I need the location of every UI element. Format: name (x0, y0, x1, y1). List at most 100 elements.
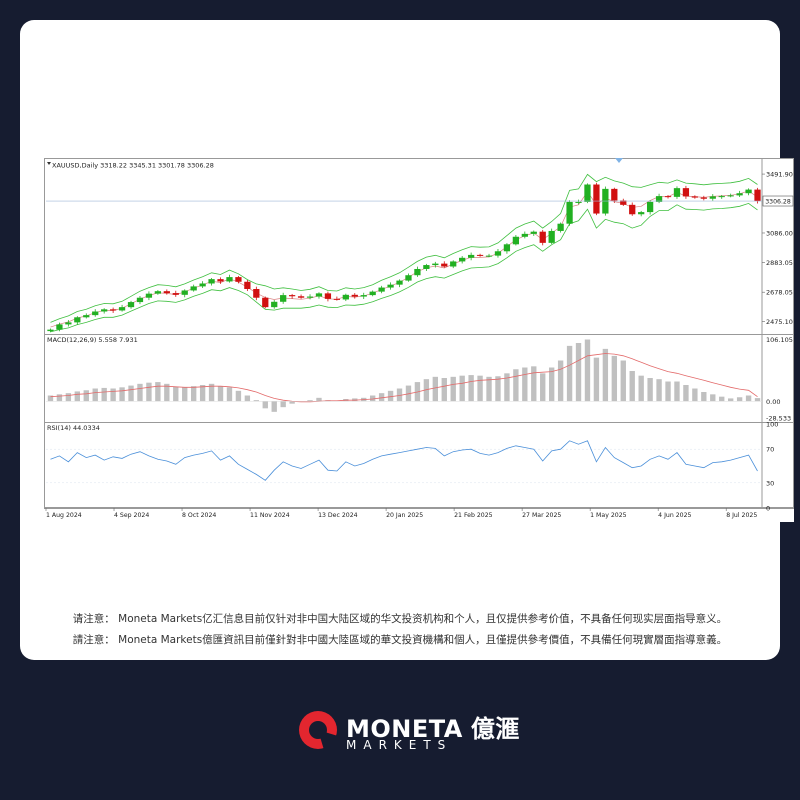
candle-up (369, 291, 376, 296)
candle-down (664, 196, 672, 198)
candle-up (154, 291, 162, 294)
time-axis-label: 4 Jun 2025 (658, 512, 691, 519)
disclaimer-traditional: 請注意： Moneta Markets億匯資訊目前僅針對非中國大陸區域的華文投資… (72, 634, 728, 646)
candle-down (754, 189, 761, 202)
rsi-scale-label: 100 (766, 421, 778, 429)
candle-down (297, 296, 305, 298)
candle-up (306, 296, 314, 298)
time-axis-label: 1 Aug 2024 (46, 512, 82, 519)
rsi-scale-label: 30 (766, 479, 774, 487)
candle-up (208, 279, 215, 284)
candle-up (512, 236, 520, 245)
candle-up (136, 297, 144, 303)
candle-up (280, 295, 287, 302)
candle-up (727, 195, 734, 197)
brand-subtitle: MARKETS (346, 738, 453, 752)
time-axis-label: 4 Sep 2024 (114, 512, 149, 519)
time-axis-label: 11 Nov 2024 (250, 512, 290, 519)
xauusd-chart: 3306.28 3491.90 3086.00 2883.05 2678.05 2475.… (44, 158, 794, 519)
candle-down (629, 204, 636, 215)
candle-up (47, 329, 54, 332)
candle-up (181, 290, 188, 295)
macd-scale-label: 0.00 (766, 398, 780, 406)
time-axis-label: 8 Jul 2025 (726, 512, 757, 519)
candle-down (333, 298, 341, 300)
candle-up (127, 302, 135, 308)
candle-up (467, 254, 475, 258)
candle-up (459, 257, 466, 262)
candle-down (593, 184, 600, 214)
candle-up (387, 284, 394, 288)
rsi-scale-label: 0 (766, 505, 770, 513)
candle-down (351, 294, 358, 297)
brand-name: MONETA 億滙 (346, 715, 520, 743)
macd-scale-label: -28.533 (766, 414, 791, 422)
candle-up (494, 251, 502, 256)
candle-down (539, 231, 546, 243)
candle-up (92, 311, 99, 316)
candle-up (83, 315, 90, 318)
candle-up (718, 196, 725, 198)
candle-up (378, 287, 385, 292)
candle-down (700, 197, 707, 199)
candle-down (163, 291, 170, 294)
candle-up (485, 255, 493, 257)
candle-down (288, 295, 296, 297)
chart-frame (44, 158, 794, 508)
candle-up (673, 188, 681, 197)
bollinger-lower-line (50, 202, 758, 333)
candle-up (271, 301, 278, 308)
candle-up (566, 201, 573, 224)
rsi-line (50, 440, 758, 481)
candle-down (691, 196, 699, 198)
candle-up (145, 293, 153, 298)
price-scale-label: 2475.10 (766, 318, 793, 326)
candle-down (253, 289, 260, 298)
candle-up (74, 317, 81, 323)
brand-name-cn: 億滙 (470, 715, 520, 743)
candle-up (56, 324, 63, 330)
candle-up (655, 196, 663, 202)
time-axis-label: 20 Jan 2025 (386, 512, 423, 519)
time-axis-label: 27 Mar 2025 (522, 512, 561, 519)
macd-label: MACD(12,26,9) 5.558 7.931 (47, 336, 138, 344)
symbol-header: XAUUSD,Daily 3318.22 3345.31 3301.78 330… (52, 162, 214, 170)
candle-up (557, 223, 564, 231)
candle-up (199, 283, 206, 287)
current-price-label: 3306.28 (765, 199, 791, 206)
candle-down (476, 254, 484, 256)
candle-up (65, 322, 72, 325)
bollinger-middle-line (50, 190, 758, 328)
candle-up (423, 265, 430, 269)
disclaimer-simplified: 请注意： Moneta Markets亿汇信息目前仅针对非中国大陆区域的华文投资… (72, 613, 728, 625)
brand-logo: MONETA 億滙 MARKETS (298, 708, 520, 754)
candle-up (503, 244, 511, 252)
rsi-scale-label: 70 (766, 446, 774, 454)
macd-signal-line (50, 353, 758, 403)
price-scale-label: 2883.05 (766, 259, 793, 267)
candle-down (620, 200, 627, 205)
rsi-label: RSI(14) 44.0334 (47, 424, 100, 432)
candle-up (226, 277, 233, 282)
candle-up (530, 231, 537, 234)
candle-down (441, 263, 448, 267)
candle-down (262, 297, 269, 308)
shift-marker-icon (615, 158, 623, 163)
price-scale-label: 3086.00 (766, 229, 793, 237)
time-axis-label: 21 Feb 2025 (454, 512, 493, 519)
candle-up (745, 189, 752, 194)
candle-down (611, 188, 618, 201)
moneta-logo-icon (299, 711, 338, 750)
candle-down (172, 293, 179, 295)
candle-up (396, 280, 403, 285)
candle-down (217, 279, 224, 282)
candle-up (432, 263, 439, 266)
candle-up (101, 309, 108, 312)
candle-down (682, 188, 690, 197)
current-price-tag (762, 195, 794, 207)
candle-up (405, 275, 412, 281)
candle-up (450, 261, 457, 267)
candle-up (342, 294, 349, 300)
candle-up (118, 307, 126, 311)
candle-up (548, 230, 555, 243)
